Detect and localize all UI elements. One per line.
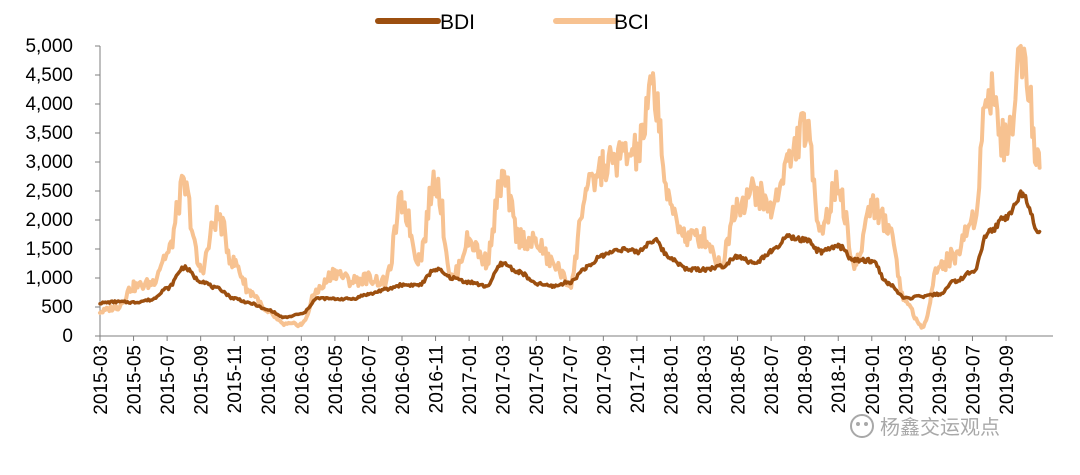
x-tick-label: 2017-01: [460, 345, 481, 415]
x-tick-label: 2017-03: [494, 345, 515, 415]
x-tick-label: 2018-09: [796, 345, 817, 415]
watermark-logo-icon: [850, 414, 874, 438]
y-tick-label: 2,000: [25, 210, 73, 231]
y-tick-label: 5,000: [25, 36, 73, 57]
x-tick-label: 2015-09: [192, 345, 213, 415]
y-tick-label: 1,000: [25, 268, 73, 289]
x-tick-label: 2019-01: [863, 345, 884, 415]
x-tick-label: 2019-07: [963, 345, 984, 415]
x-tick-label: 2019-03: [896, 345, 917, 415]
x-tick-label: 2018-01: [661, 345, 682, 415]
x-tick-label: 2017-07: [561, 345, 582, 415]
y-tick-label: 2,500: [25, 181, 73, 202]
y-tick-label: 3,000: [25, 152, 73, 173]
x-tick-label: 2018-03: [695, 345, 716, 415]
x-tick-label: 2016-09: [393, 345, 414, 415]
x-tick-label: 2017-11: [628, 345, 649, 413]
x-tick-label: 2015-03: [91, 345, 112, 415]
watermark-logo-dot: [864, 422, 868, 426]
x-tick-label: 2016-01: [259, 345, 280, 415]
watermark: 杨鑫交运观点: [850, 414, 1000, 439]
x-tick-label: 2016-07: [359, 345, 380, 415]
watermark-text: 杨鑫交运观点: [880, 415, 1000, 439]
x-tick-label: 2019-05: [930, 345, 951, 415]
x-tick-label: 2019-09: [997, 345, 1018, 415]
watermark-logo-dot: [856, 422, 860, 426]
y-tick-label: 4,000: [25, 94, 73, 115]
x-tick-label: 2017-09: [594, 345, 615, 415]
x-tick-label: 2015-05: [125, 345, 146, 415]
x-axis-ticks: 2015-03 2015-05 2015-07 2015-09 2015-11 2016-…: [91, 336, 1018, 415]
x-tick-label: 2016-05: [326, 345, 347, 415]
x-tick-label: 2015-11: [225, 345, 246, 413]
y-axis-ticks: 0 500 1,000 1,500 2,000 2,500 3,000 3,500 4,000 4…: [25, 36, 100, 347]
x-tick-label: 2016-11: [427, 345, 448, 413]
x-tick-label: 2015-07: [158, 345, 179, 415]
y-tick-label: 1,500: [25, 239, 73, 260]
x-tick-label: 2018-05: [729, 345, 750, 415]
y-tick-label: 4,500: [25, 65, 73, 86]
x-tick-label: 2016-03: [292, 345, 313, 415]
x-tick-label: 2018-11: [829, 345, 850, 413]
chart-lines: [98, 44, 1042, 330]
series-line-bdi: [98, 189, 1042, 320]
series-line-bci: [98, 44, 1042, 330]
y-tick-label: 500: [41, 297, 73, 318]
chart-legend: BDI BCI: [375, 11, 649, 34]
legend-label-bci: BCI: [614, 11, 649, 34]
x-tick-label: 2017-05: [527, 345, 548, 415]
legend-label-bdi: BDI: [440, 11, 475, 34]
x-tick-label: 2018-07: [762, 345, 783, 415]
chart-axes: [99, 46, 1053, 337]
y-tick-label: 0: [62, 326, 73, 347]
y-tick-label: 3,500: [25, 123, 73, 144]
